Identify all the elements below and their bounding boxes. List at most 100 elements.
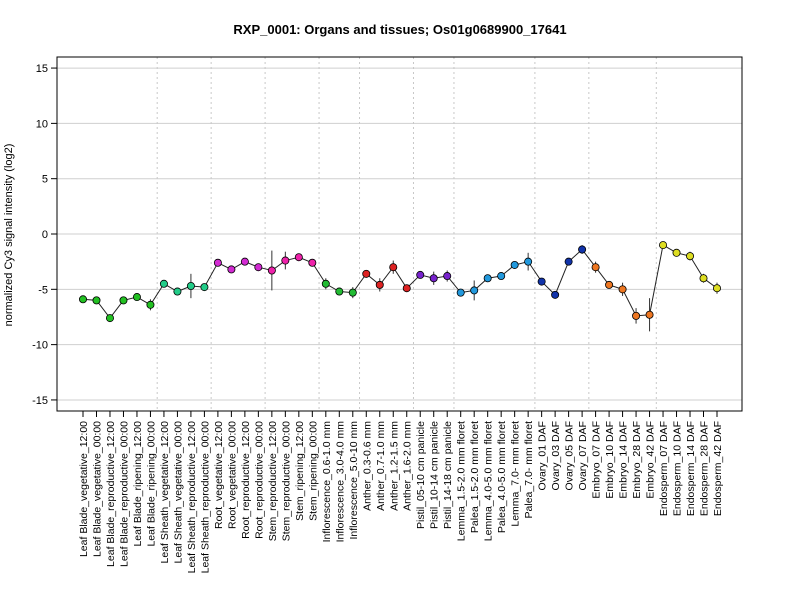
data-point bbox=[402, 284, 411, 293]
y-tick-label: -5 bbox=[38, 284, 48, 296]
data-point bbox=[267, 266, 276, 275]
x-tick-label: Inflorescence_0.6-1.0 mm bbox=[321, 421, 333, 543]
x-tick-label: Leaf Blade_reproductive_12:00 bbox=[105, 421, 117, 567]
x-axis: Leaf Blade_vegetative_12:00 Leaf Blade_ve… bbox=[78, 411, 724, 573]
y-tick-label: 0 bbox=[42, 229, 48, 241]
x-tick-label: Palea_4.0-5.0 mm floret bbox=[496, 421, 508, 533]
x-tick-label: Leaf Sheath_reproductive_00:00 bbox=[199, 421, 211, 574]
data-point bbox=[105, 314, 114, 323]
x-tick-label: Leaf Blade_ripening_00:00 bbox=[145, 421, 157, 547]
data-point bbox=[578, 245, 587, 254]
data-point bbox=[254, 263, 263, 272]
chart-title: RXP_0001: Organs and tissues; Os01g06899… bbox=[233, 22, 566, 37]
x-tick-label: Root_reproductive_12:00 bbox=[240, 421, 252, 539]
data-point bbox=[92, 296, 101, 305]
data-point bbox=[537, 277, 546, 286]
data-point bbox=[389, 263, 398, 272]
data-point bbox=[524, 257, 533, 266]
x-tick-label: Leaf Sheath_vegetative_12:00 bbox=[159, 421, 171, 564]
data-point bbox=[281, 256, 290, 265]
data-point bbox=[79, 295, 88, 304]
x-tick-label: Stem_reproductive_00:00 bbox=[280, 421, 292, 541]
x-tick-label: Lemma_1.5-2.0 mm floret bbox=[456, 421, 468, 541]
x-tick-label: Leaf Sheath_vegetative_00:00 bbox=[172, 421, 184, 564]
data-point bbox=[659, 241, 668, 250]
x-tick-label: Leaf Blade_ripening_12:00 bbox=[132, 421, 144, 547]
data-point bbox=[564, 257, 573, 266]
y-axis-label: normalized Cy3 signal intensity (log2) bbox=[3, 144, 15, 327]
data-point bbox=[308, 258, 317, 267]
data-point bbox=[497, 272, 506, 281]
series bbox=[79, 241, 722, 332]
data-point bbox=[672, 248, 681, 257]
y-tick-label: 15 bbox=[36, 63, 48, 75]
x-tick-label: Palea_1.5-2.0 mm floret bbox=[469, 421, 481, 533]
y-tick-label: 5 bbox=[42, 174, 48, 186]
x-tick-label: Root_vegetative_12:00 bbox=[213, 421, 225, 529]
data-point bbox=[416, 270, 425, 279]
data-point bbox=[348, 288, 357, 297]
data-point bbox=[173, 287, 182, 296]
x-tick-label: Stem_ripening_00:00 bbox=[307, 421, 319, 521]
x-tick-label: Embryo_07 DAF bbox=[591, 421, 603, 499]
data-point bbox=[294, 253, 303, 262]
x-tick-label: Embryo_28 DAF bbox=[631, 421, 643, 499]
data-point bbox=[375, 280, 384, 289]
x-tick-label: Anther_1.2-1.5 mm bbox=[388, 421, 400, 511]
data-point bbox=[186, 281, 195, 290]
x-tick-label: Lemma_7.0- mm floret bbox=[510, 421, 522, 527]
data-point bbox=[146, 300, 155, 309]
data-point bbox=[618, 285, 627, 294]
x-tick-label: Ovary_07 DAF bbox=[577, 421, 589, 490]
data-point bbox=[605, 280, 614, 289]
x-tick-label: Root_vegetative_00:00 bbox=[226, 421, 238, 529]
data-point bbox=[119, 296, 128, 305]
x-tick-label: Endosperm_10 DAF bbox=[672, 421, 684, 516]
x-tick-label: Stem_reproductive_12:00 bbox=[267, 421, 279, 541]
x-tick-label: Leaf Blade_vegetative_00:00 bbox=[91, 421, 103, 557]
x-tick-label: Root_reproductive_00:00 bbox=[253, 421, 265, 539]
data-point bbox=[213, 258, 222, 267]
x-tick-label: Ovary_03 DAF bbox=[550, 421, 562, 490]
x-tick-label: Embryo_42 DAF bbox=[645, 421, 657, 499]
x-tick-label: Lemma_4.0-5.0 mm floret bbox=[483, 421, 495, 541]
x-tick-label: Endosperm_28 DAF bbox=[699, 421, 711, 516]
x-tick-label: Stem_ripening_12:00 bbox=[294, 421, 306, 521]
data-point bbox=[483, 274, 492, 283]
y-axis: -15 -10 -5 0 5 10 15 bbox=[32, 63, 57, 407]
x-tick-label: Inflorescence_5.0-10 mm bbox=[348, 421, 360, 540]
x-tick-label: Endosperm_07 DAF bbox=[658, 421, 670, 516]
series-line bbox=[82, 244, 718, 319]
data-point bbox=[686, 252, 695, 261]
data-point bbox=[335, 287, 344, 296]
data-point bbox=[227, 265, 236, 274]
data-point bbox=[132, 293, 141, 302]
data-point bbox=[456, 288, 465, 297]
grid bbox=[57, 57, 742, 411]
x-tick-label: Palea_7.0- mm floret bbox=[523, 421, 535, 519]
x-tick-label: Anther_0.3-0.6 mm bbox=[361, 421, 373, 511]
x-tick-label: Leaf Blade_vegetative_12:00 bbox=[78, 421, 90, 557]
x-tick-label: Leaf Sheath_reproductive_12:00 bbox=[186, 421, 198, 574]
x-tick-label: Embryo_10 DAF bbox=[604, 421, 616, 499]
data-point bbox=[699, 274, 708, 283]
x-tick-label: Pistil_14-18 cm panicle bbox=[442, 421, 454, 529]
x-tick-label: Ovary_05 DAF bbox=[564, 421, 576, 490]
x-tick-label: Anther_1.6-2.0 mm bbox=[402, 421, 414, 511]
data-point bbox=[362, 269, 371, 278]
x-tick-label: Leaf Blade_reproductive_00:00 bbox=[118, 421, 130, 567]
x-tick-label: Pistil_10-14 cm panicle bbox=[429, 421, 441, 529]
x-tick-label: Endosperm_14 DAF bbox=[685, 421, 697, 516]
x-tick-label: Anther_0.7-1.0 mm bbox=[375, 421, 387, 511]
data-point bbox=[240, 257, 249, 266]
y-tick-label: -10 bbox=[32, 340, 48, 352]
data-point bbox=[632, 311, 641, 320]
data-point bbox=[429, 274, 438, 283]
data-point bbox=[591, 263, 600, 272]
data-point bbox=[470, 286, 479, 295]
x-tick-label: Embryo_14 DAF bbox=[618, 421, 630, 499]
data-point bbox=[159, 279, 168, 288]
x-tick-label: Pistil_05-10 cm panicle bbox=[415, 421, 427, 529]
data-point bbox=[713, 284, 722, 293]
